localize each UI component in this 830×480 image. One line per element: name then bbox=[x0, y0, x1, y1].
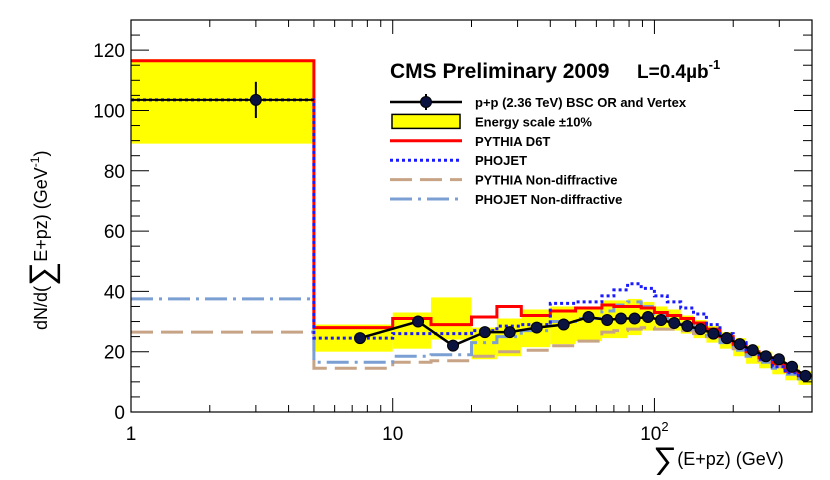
lumi-text: L=0.4µb bbox=[637, 62, 709, 83]
legend-item: PYTHIA Non-diffractive bbox=[390, 173, 618, 188]
data-point bbox=[786, 360, 799, 373]
band-bin bbox=[131, 59, 314, 144]
data-point bbox=[707, 327, 720, 340]
x-tick-text: 10 bbox=[640, 424, 661, 445]
data-points bbox=[131, 81, 812, 382]
legend-label: PHOJET Non-diffractive bbox=[475, 192, 622, 207]
legend-label: PYTHIA Non-diffractive bbox=[475, 173, 618, 188]
legend-item: p+p (2.36 TeV) BSC OR and Vertex bbox=[390, 94, 687, 110]
legend-item: PHOJET bbox=[390, 153, 527, 168]
data-point bbox=[799, 369, 812, 382]
legend-label: p+p (2.36 TeV) BSC OR and Vertex bbox=[475, 95, 687, 110]
data-point bbox=[720, 332, 733, 345]
y-tick-label: 80 bbox=[104, 162, 125, 183]
legend-swatch-marker bbox=[420, 96, 432, 108]
x-axis-sigma: ∑ bbox=[653, 441, 677, 475]
lumi-sup: -1 bbox=[709, 57, 721, 72]
x-tick-text: 10 bbox=[382, 424, 403, 445]
x-tick-label: 1 bbox=[126, 424, 137, 445]
legend-swatch-band bbox=[391, 113, 461, 130]
x-tick-label: 102 bbox=[640, 419, 668, 445]
data-point bbox=[681, 320, 694, 333]
data-point bbox=[628, 312, 641, 325]
y-tick-label: 40 bbox=[104, 282, 125, 303]
legend-label: Energy scale ±10% bbox=[475, 114, 592, 129]
data-point bbox=[557, 318, 570, 331]
data-point bbox=[354, 332, 367, 345]
x-axis-label: ∑(E+pz) (GeV) bbox=[653, 441, 784, 475]
legend-item: PHOJET Non-diffractive bbox=[390, 192, 622, 207]
legend-item: Energy scale ±10% bbox=[391, 113, 592, 130]
legend-label: PYTHIA D6T bbox=[475, 134, 550, 149]
data-point bbox=[733, 338, 746, 351]
data-point bbox=[503, 326, 516, 339]
y-tick-label: 120 bbox=[93, 41, 125, 62]
y-axis-post: E+pz) (GeV bbox=[31, 167, 51, 262]
data-point bbox=[772, 353, 785, 366]
pythia-line bbox=[131, 59, 812, 378]
y-tick-label: 60 bbox=[104, 222, 125, 243]
data-point bbox=[668, 317, 681, 330]
y-axis-end: ) bbox=[31, 151, 51, 157]
data-point bbox=[746, 344, 759, 357]
y-tick-label: 100 bbox=[93, 101, 125, 122]
data-point bbox=[249, 93, 262, 106]
data-point bbox=[759, 350, 772, 363]
x-tick-label: 10 bbox=[382, 424, 403, 445]
y-axis-sigma: ∑ bbox=[23, 262, 61, 286]
model-curves bbox=[131, 59, 812, 381]
legend-label: PHOJET bbox=[475, 153, 527, 168]
x-tick-text: 1 bbox=[126, 424, 137, 445]
y-tick-label: 0 bbox=[114, 403, 125, 424]
chart-title-group: CMS Preliminary 2009 L=0.4µb-1 bbox=[390, 57, 720, 83]
x-tick-sup: 2 bbox=[661, 419, 668, 434]
data-point bbox=[694, 323, 707, 336]
data-point bbox=[582, 311, 595, 324]
y-axis-sup: -1 bbox=[28, 156, 42, 167]
y-tick-label: 20 bbox=[104, 343, 125, 364]
data-point bbox=[478, 326, 491, 339]
x-axis-text: (E+pz) (GeV) bbox=[677, 449, 784, 469]
y-axis-label: dN/d(∑E+pz) (GeV-1) bbox=[23, 151, 61, 330]
data-point bbox=[412, 315, 425, 328]
data-point bbox=[614, 312, 627, 325]
data-point bbox=[655, 314, 668, 327]
chart-title: CMS Preliminary 2009 bbox=[390, 60, 609, 83]
data-point bbox=[530, 321, 543, 334]
legend-item: PYTHIA D6T bbox=[390, 134, 550, 149]
data-point bbox=[642, 311, 655, 324]
data-point bbox=[447, 339, 460, 352]
legend: p+p (2.36 TeV) BSC OR and Vertex Energy s… bbox=[390, 94, 687, 207]
data-point bbox=[601, 314, 614, 327]
lumi-label: L=0.4µb-1 bbox=[637, 57, 720, 83]
y-axis-pre: dN/d( bbox=[31, 286, 51, 330]
